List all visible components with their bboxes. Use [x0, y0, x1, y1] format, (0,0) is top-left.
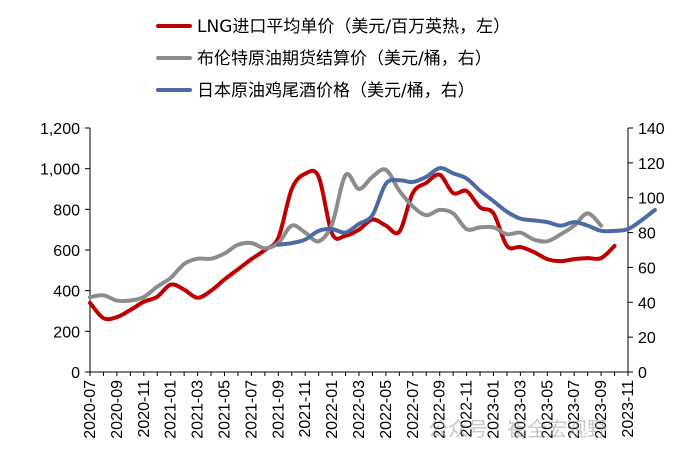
left-tick-label: 600 — [53, 243, 80, 260]
x-tick-label: 2021-01 — [163, 380, 180, 439]
x-tick-label: 2022-05 — [378, 380, 395, 439]
axes: 0 200 400 600 800 1,000 1,200 0 20 40 60 80 100 120 14… — [40, 121, 665, 439]
left-tick-label: 800 — [53, 202, 80, 219]
x-tick-label: 2021-11 — [297, 380, 314, 438]
left-tick-label: 1,200 — [40, 121, 80, 138]
left-tick-label: 0 — [71, 365, 80, 382]
x-tick-label: 2022-03 — [351, 380, 368, 439]
left-tick-label: 200 — [53, 324, 80, 341]
x-tick-label: 2023-03 — [512, 380, 529, 439]
x-tick-label: 2020-11 — [136, 380, 153, 438]
right-tick-label: 60 — [638, 260, 656, 277]
right-tick-label: 20 — [638, 330, 656, 347]
x-tick-label: 2020-07 — [82, 380, 99, 439]
right-tick-label: 140 — [638, 121, 665, 138]
x-tick-label: 2021-05 — [217, 380, 234, 439]
x-tick-label: 2022-09 — [432, 380, 449, 439]
legend: LNG进口平均单价（美元/百万英热，左） 布伦特原油期货结算价（美元/桶，右） 日本… — [156, 17, 510, 101]
legend-item-lng-label: LNG进口平均单价（美元/百万英热，左） — [197, 17, 510, 37]
x-tick-label: 2023-09 — [593, 380, 610, 439]
series-layer — [88, 166, 657, 322]
x-tick-label: 2021-07 — [243, 380, 260, 439]
watermark: 公众号 · 崔全宏观野 — [428, 417, 607, 441]
x-tick-label: 2021-03 — [190, 380, 207, 439]
brent-price-line — [88, 167, 604, 304]
x-tick-label: 2023-07 — [566, 380, 583, 439]
left-tick-label: 400 — [53, 284, 80, 301]
right-tick-label: 100 — [638, 191, 665, 208]
x-tick-label: 2022-07 — [405, 380, 422, 439]
right-tick-label: 80 — [638, 226, 656, 243]
x-tick-label: 2023-11 — [620, 380, 637, 438]
legend-item-jcc-label: 日本原油鸡尾酒价格（美元/桶，右） — [197, 81, 475, 101]
x-tick-label: 2023-05 — [539, 380, 556, 439]
x-tick-label: 2022-11 — [459, 380, 476, 438]
x-tick-label: 2023-01 — [486, 380, 503, 439]
lng-price-line — [88, 168, 617, 322]
x-tick-label: 2020-09 — [109, 380, 126, 439]
right-tick-label: 0 — [638, 365, 647, 382]
legend-item-brent-label: 布伦特原油期货结算价（美元/桶，右） — [197, 49, 492, 69]
right-tick-label: 40 — [638, 295, 656, 312]
jcc-price-line — [276, 166, 657, 247]
left-tick-label: 1,000 — [40, 162, 80, 179]
right-tick-label: 120 — [638, 156, 665, 173]
x-tick-label: 2022-01 — [324, 380, 341, 439]
x-tick-label: 2021-09 — [270, 380, 287, 439]
